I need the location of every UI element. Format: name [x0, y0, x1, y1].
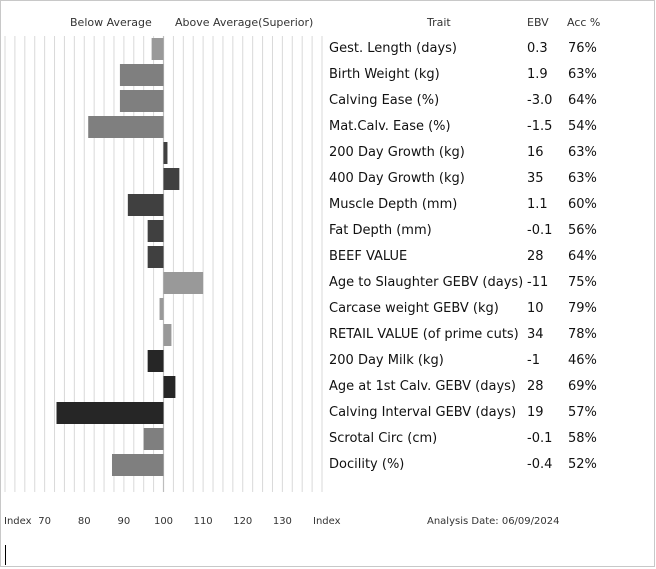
accuracy-value: 63% — [568, 145, 597, 160]
ebv-value: -0.1 — [527, 431, 553, 446]
above-average-label: Above Average(Superior) — [175, 16, 314, 29]
ebv-value: 16 — [527, 145, 544, 160]
ebv-value: -1.5 — [527, 119, 553, 134]
trait-name: 200 Day Growth (kg) — [329, 145, 465, 160]
accuracy-value: 78% — [568, 327, 597, 342]
x-tick-label: 70 — [38, 516, 51, 527]
index-bar — [147, 220, 164, 242]
trait-name: Carcase weight GEBV (kg) — [329, 301, 499, 316]
trait-name: Calving Interval GEBV (days) — [329, 405, 517, 420]
trait-name: Docility (%) — [329, 457, 405, 472]
trait-name: 400 Day Growth (kg) — [329, 171, 465, 186]
x-tick-label: 130 — [272, 516, 292, 527]
x-tick-label: 120 — [233, 516, 253, 527]
trait-name: Scrotal Circ (cm) — [329, 431, 438, 446]
ebv-value: 28 — [527, 249, 544, 264]
index-bar — [56, 402, 164, 424]
accuracy-value: 52% — [568, 457, 597, 472]
index-bar — [159, 298, 164, 320]
index-bar — [119, 64, 164, 86]
index-bar — [147, 246, 164, 268]
ebv-value: -1 — [527, 353, 540, 368]
trait-name: Age at 1st Calv. GEBV (days) — [329, 379, 517, 394]
index-bar — [163, 272, 204, 294]
index-bar — [163, 168, 180, 190]
ebv-value: 19 — [527, 405, 544, 420]
accuracy-value: 79% — [568, 301, 597, 316]
ebv-column-header: EBV — [527, 16, 549, 29]
trait-name: Calving Ease (%) — [329, 93, 440, 108]
accuracy-value: 57% — [568, 405, 597, 420]
ebv-value: 1.9 — [527, 67, 548, 82]
index-bar — [88, 116, 164, 138]
ebv-value: -0.4 — [527, 457, 553, 472]
accuracy-value: 69% — [568, 379, 597, 394]
trait-name: Mat.Calv. Ease (%) — [329, 119, 451, 134]
ebv-value: 10 — [527, 301, 544, 316]
index-axis-label-right: Index — [313, 516, 341, 527]
x-tick-label: 110 — [193, 516, 213, 527]
ebv-value: 1.1 — [527, 197, 548, 212]
ebv-value: -11 — [527, 275, 549, 290]
accuracy-value: 64% — [568, 93, 597, 108]
ebv-value: 35 — [527, 171, 544, 186]
ebv-value: 28 — [527, 379, 544, 394]
accuracy-value: 76% — [568, 41, 597, 56]
index-bar — [147, 350, 164, 372]
trait-name: Age to Slaughter GEBV (days) — [329, 275, 524, 290]
accuracy-value: 75% — [568, 275, 597, 290]
index-bar — [163, 324, 172, 346]
index-bar — [111, 454, 164, 476]
analysis-date: Analysis Date: 06/09/2024 — [427, 516, 560, 527]
index-bar — [151, 38, 164, 60]
trait-name: BEEF VALUE — [329, 249, 408, 264]
index-bar — [119, 90, 164, 112]
below-average-label: Below Average — [70, 16, 152, 29]
trait-column-header: Trait — [427, 16, 451, 29]
accuracy-value: 63% — [568, 171, 597, 186]
trait-name: Fat Depth (mm) — [329, 223, 432, 238]
index-bar — [143, 428, 164, 450]
trait-name: Muscle Depth (mm) — [329, 197, 458, 212]
accuracy-value: 46% — [568, 353, 597, 368]
accuracy-value: 60% — [568, 197, 597, 212]
ebv-value: -3.0 — [527, 93, 553, 108]
x-tick-label: 90 — [117, 516, 131, 527]
trait-name: RETAIL VALUE (of prime cuts) — [329, 327, 519, 342]
accuracy-value: 56% — [568, 223, 597, 238]
ebv-value: -0.1 — [527, 223, 553, 238]
index-bar — [163, 142, 168, 164]
accuracy-value: 64% — [568, 249, 597, 264]
x-tick-label: 80 — [77, 516, 91, 527]
accuracy-value: 63% — [568, 67, 597, 82]
x-tick-label: 100 — [153, 516, 174, 527]
ebv-value: 34 — [527, 327, 544, 342]
trait-name: 200 Day Milk (kg) — [329, 353, 444, 368]
accuracy-value: 58% — [568, 431, 597, 446]
ebv-value: 0.3 — [527, 41, 548, 56]
accuracy-value: 54% — [568, 119, 597, 134]
acc-column-header: Acc % — [567, 16, 601, 29]
trait-name: Birth Weight (kg) — [329, 67, 440, 82]
text-cursor — [5, 545, 6, 565]
index-axis-label-left: Index — [4, 516, 32, 527]
index-bar — [163, 376, 176, 398]
trait-name: Gest. Length (days) — [329, 41, 458, 56]
index-bar — [127, 194, 164, 216]
